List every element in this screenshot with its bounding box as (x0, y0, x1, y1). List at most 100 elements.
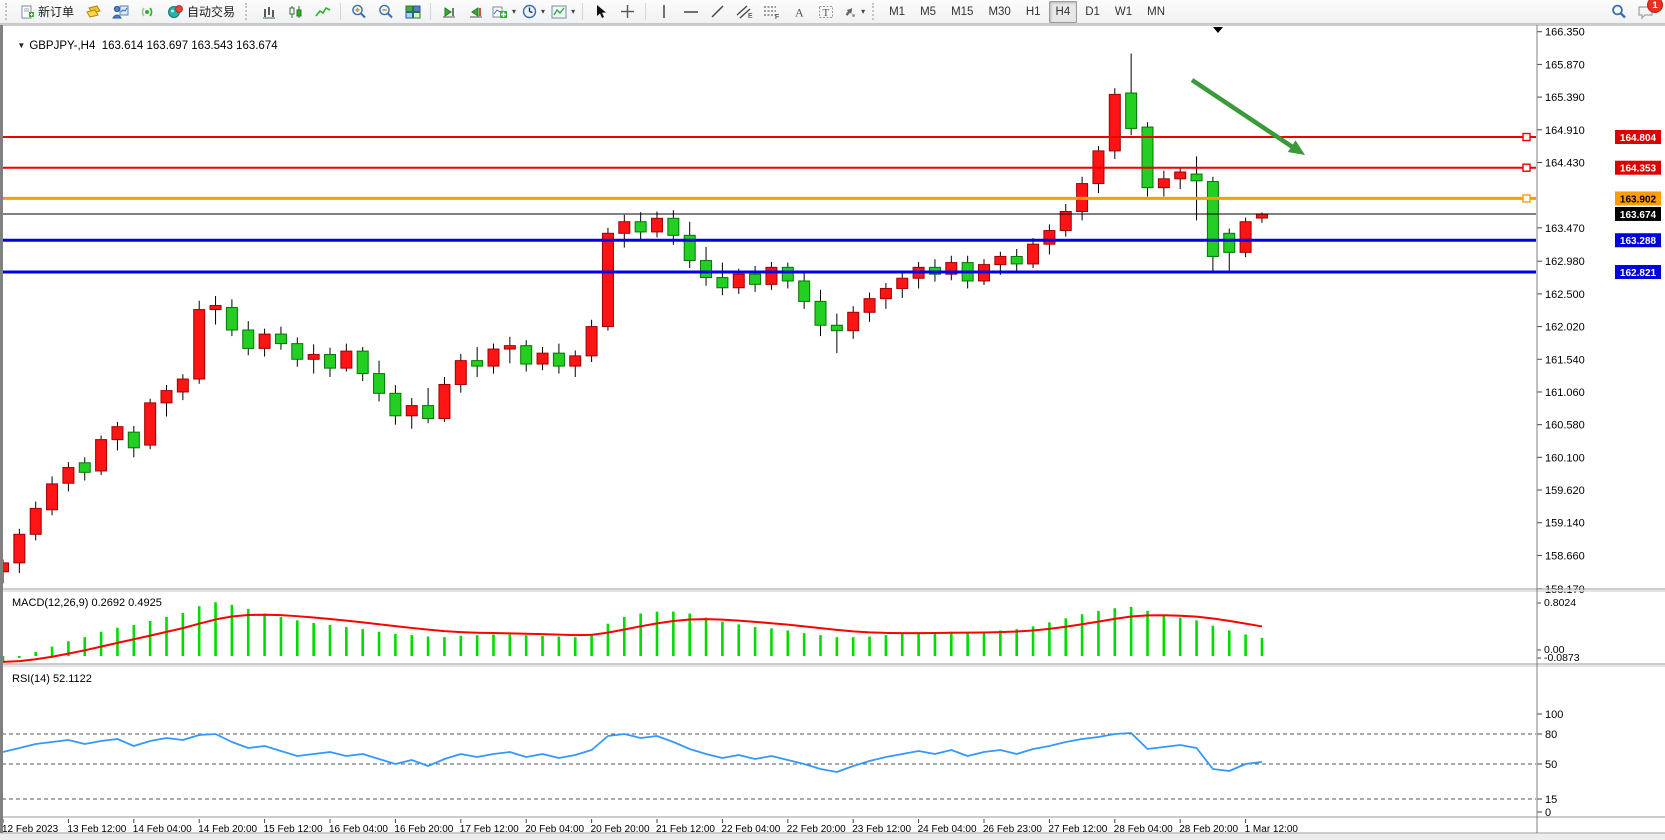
candle-body (634, 221, 647, 233)
trend-arrow-shaft (1190, 78, 1299, 152)
time-tick-label: 16 Feb 04:00 (329, 824, 388, 835)
price-axis[interactable]: 166.350 165.870 165.390 164.910 164.430 163.4… (1537, 27, 1661, 596)
candle-body (46, 483, 59, 511)
timeframe-button-M5[interactable]: M5 (920, 5, 937, 18)
candle-body (487, 348, 500, 367)
toolbar-grip[interactable] (5, 3, 12, 20)
trend-arrow-annotation[interactable] (1190, 78, 1305, 155)
svg-text:T: T (822, 7, 829, 19)
indicators-button[interactable]: ▾ (489, 0, 519, 23)
trend-arrow-head (1287, 140, 1305, 155)
chart-shift-button[interactable] (462, 0, 489, 23)
toolbar-separator (645, 3, 647, 20)
candle-body (258, 333, 271, 349)
rsi-panel[interactable] (2, 732, 1537, 800)
time-tick-label: 13 Feb 12:00 (67, 824, 126, 835)
candle-body (307, 354, 320, 360)
text-button[interactable]: A (785, 0, 812, 23)
trendline-icon (710, 4, 725, 19)
candle-body (209, 304, 222, 311)
timeframe-button-W1[interactable]: W1 (1114, 5, 1133, 18)
templates-button[interactable]: ▾ (548, 0, 578, 23)
bar-chart-button[interactable] (255, 0, 282, 23)
chart-title-arrow-icon[interactable]: ▼ (17, 41, 26, 50)
arrows-tool-button[interactable]: ▾ (839, 0, 868, 23)
chart-shift-marker[interactable] (1213, 27, 1223, 33)
equidistant-channel-icon: E (736, 4, 753, 19)
template-icon (551, 5, 567, 19)
expert-advisors-button[interactable] (107, 0, 134, 23)
price-tag: 164.804 (1615, 130, 1661, 144)
candle-body (422, 405, 435, 420)
crosshair-button[interactable] (614, 0, 641, 23)
main-price-panel[interactable] (0, 53, 1537, 584)
notifications-button[interactable]: 1 (1632, 0, 1663, 23)
time-tick-label: 15 Feb 12:00 (264, 824, 323, 835)
price-tick-label: 161.060 (1545, 387, 1585, 399)
timeframe-button-MN[interactable]: MN (1147, 5, 1166, 18)
timeframe-button-H4[interactable]: H4 (1048, 0, 1078, 23)
price-tick-label: 166.350 (1545, 27, 1585, 39)
notification-badge: 1 (1647, 0, 1663, 13)
price-tick-label: 164.910 (1545, 125, 1585, 137)
rsi-axis[interactable]: 100 80 50 150 (1537, 709, 1563, 819)
price-tick-label: 158.660 (1545, 550, 1585, 562)
timeframe-button-D1[interactable]: D1 (1085, 5, 1100, 18)
price-tag-label: 163.902 (1620, 194, 1657, 205)
time-tick-label: 27 Feb 12:00 (1048, 824, 1107, 835)
trendline-button[interactable] (704, 0, 731, 23)
fibonacci-button[interactable]: F (758, 0, 785, 23)
new-order-icon (21, 5, 35, 19)
tile-windows-button[interactable] (399, 0, 426, 23)
horizontal-line[interactable] (2, 194, 1537, 203)
timeframe-button-M1[interactable]: M1 (889, 5, 906, 18)
candlestick-chart-button[interactable] (282, 0, 309, 23)
equidistant-channel-button[interactable]: E (731, 0, 758, 23)
candle-body (356, 350, 369, 375)
candle-body (651, 217, 663, 233)
macd-panel[interactable] (2, 602, 1264, 663)
timeframe-button-M15[interactable]: M15 (951, 5, 974, 18)
signals-button[interactable] (134, 0, 161, 23)
market-watch-button[interactable] (80, 0, 107, 23)
toolbar-grip[interactable] (245, 3, 252, 20)
line-endpoint-handle[interactable] (1522, 194, 1531, 203)
zoom-out-button[interactable] (372, 0, 399, 23)
horizontal-line-icon (683, 5, 699, 19)
price-tick-label: 162.980 (1545, 256, 1585, 268)
timeframe-group: M1 M5 M15 M30 H1 H4 D1 W1 MN (882, 0, 1172, 23)
chart-background (0, 25, 1665, 833)
auto-trading-icon (167, 4, 184, 19)
timeframe-button-M30[interactable]: M30 (988, 5, 1011, 18)
price-tag-label: 164.804 (1620, 133, 1657, 144)
horizontal-line-button[interactable] (677, 0, 704, 23)
candle-body (569, 355, 582, 367)
candle-body (798, 280, 811, 302)
auto-trading-button[interactable]: 自动交易 (161, 0, 241, 23)
cursor-button[interactable] (587, 0, 614, 23)
horizontal-line[interactable] (2, 163, 1537, 172)
price-tag: 162.821 (1615, 265, 1661, 280)
time-tick-label: 14 Feb 04:00 (133, 824, 192, 835)
timeframe-button-H1[interactable]: H1 (1025, 5, 1041, 18)
search-button[interactable] (1605, 0, 1632, 23)
line-chart-button[interactable] (309, 0, 336, 23)
toolbar-grip[interactable] (872, 3, 879, 20)
time-axis[interactable]: 12 Feb 2023 13 Feb 12:00 14 Feb 04:00 14 Fe… (2, 819, 1298, 835)
chevron-down-icon: ▾ (512, 7, 517, 16)
text-label-icon: T (818, 5, 834, 19)
line-endpoint-handle[interactable] (1522, 163, 1531, 172)
vertical-line-button[interactable] (650, 0, 677, 23)
new-order-button[interactable]: 新订单 (15, 0, 80, 23)
candle-body (585, 326, 598, 357)
macd-axis[interactable]: 0.8024 0.00-0.0873 (1537, 597, 1580, 664)
line-endpoint-handle[interactable] (1522, 132, 1531, 142)
macd-tick-label: 0.00 (1544, 644, 1565, 656)
zoom-in-button[interactable] (345, 0, 372, 23)
periods-button[interactable]: ▾ (519, 0, 548, 23)
text-label-button[interactable]: T (812, 0, 839, 23)
auto-scroll-button[interactable] (435, 0, 462, 23)
rsi-tick-label: 50 (1545, 759, 1557, 771)
price-tag-label: 163.674 (1620, 210, 1657, 221)
